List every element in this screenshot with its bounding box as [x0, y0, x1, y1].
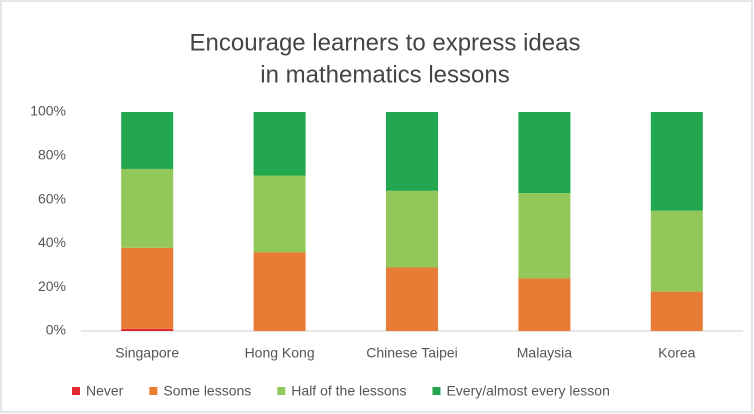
- x-tick-label: Korea: [658, 345, 696, 361]
- x-tick-label: Singapore: [115, 345, 179, 361]
- legend-swatch: [277, 387, 286, 395]
- legend-swatch: [149, 387, 158, 395]
- chart-title: Encourage learners to express ideas: [190, 29, 581, 56]
- bar-segment: [253, 112, 306, 176]
- legend-label: Some lessons: [163, 383, 251, 399]
- bar-segment: [121, 168, 174, 248]
- bar-segment: [386, 112, 438, 191]
- bar-segment: [386, 267, 438, 331]
- legend-label: Half of the lessons: [291, 383, 406, 399]
- bar-segment: [386, 190, 438, 268]
- bar-segment: [121, 112, 174, 169]
- x-tick-label: Malaysia: [517, 345, 572, 361]
- legend-label: Never: [86, 383, 124, 399]
- x-tick-label: Hong Kong: [245, 345, 315, 361]
- x-tick-label: Chinese Taipei: [366, 345, 458, 361]
- bar-segment: [650, 210, 703, 292]
- legend-swatch: [72, 387, 80, 395]
- y-tick-label: 40%: [38, 234, 66, 250]
- legend-label: Every/almost every lesson: [446, 383, 609, 399]
- bar-segment: [518, 278, 571, 331]
- legend-swatch: [432, 387, 441, 395]
- y-tick-label: 20%: [38, 278, 66, 294]
- bar-segment: [518, 193, 571, 279]
- y-tick-label: 80%: [38, 147, 66, 163]
- y-tick-label: 100%: [30, 103, 66, 119]
- bar-segment: [253, 175, 306, 253]
- y-tick-label: 0%: [46, 322, 66, 338]
- bar-segment: [518, 112, 571, 194]
- bar-segment: [253, 252, 306, 331]
- bar-segment: [121, 328, 174, 331]
- y-tick-label: 60%: [38, 190, 66, 206]
- bar-segment: [650, 291, 703, 331]
- bar-segment: [121, 247, 174, 329]
- chart-title: in mathematics lessons: [260, 61, 509, 88]
- bar-segment: [650, 112, 703, 211]
